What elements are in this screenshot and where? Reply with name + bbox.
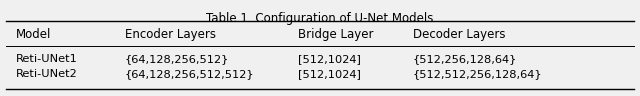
Text: [512,1024]: [512,1024] <box>298 54 360 64</box>
Text: Encoder Layers: Encoder Layers <box>125 27 216 41</box>
Text: Reti-UNet1: Reti-UNet1 <box>16 54 78 64</box>
Text: Model: Model <box>16 27 51 41</box>
Text: {64,128,256,512}: {64,128,256,512} <box>125 54 229 64</box>
Text: Table 1. Configuration of U-Net Models: Table 1. Configuration of U-Net Models <box>206 12 434 24</box>
Text: Reti-UNet2: Reti-UNet2 <box>16 69 77 79</box>
Text: {512,256,128,64}: {512,256,128,64} <box>413 54 517 64</box>
Text: Decoder Layers: Decoder Layers <box>413 27 506 41</box>
Text: [512,1024]: [512,1024] <box>298 69 360 79</box>
Text: {512,512,256,128,64}: {512,512,256,128,64} <box>413 69 543 79</box>
Text: {64,128,256,512,512}: {64,128,256,512,512} <box>125 69 255 79</box>
Text: Bridge Layer: Bridge Layer <box>298 27 373 41</box>
